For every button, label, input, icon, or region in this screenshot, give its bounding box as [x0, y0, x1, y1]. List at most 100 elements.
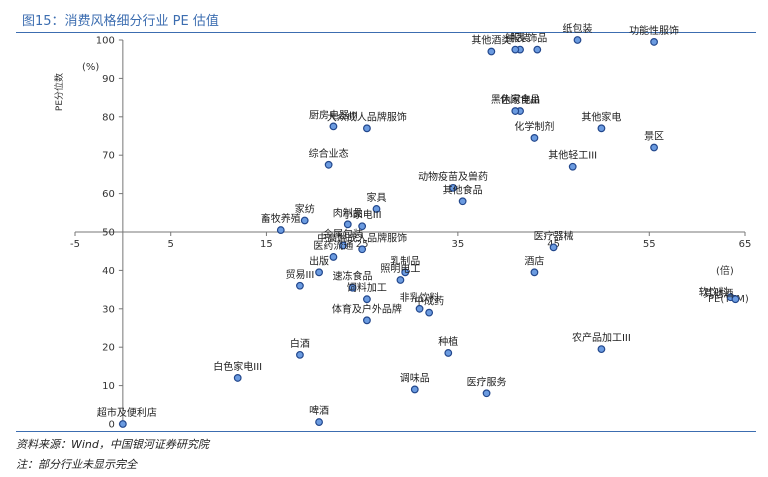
data-point [296, 350, 304, 359]
data-point-label: 非乳饮料 [400, 291, 440, 304]
y-tick-label: 100 [96, 36, 115, 47]
data-point [482, 389, 491, 398]
data-point [549, 243, 558, 252]
data-point-label: 动物疫苗及兽药 [418, 170, 488, 183]
data-point-label: 功能性服饰 [629, 24, 679, 37]
data-point [329, 253, 338, 261]
data-point-label: 家具 [367, 191, 387, 204]
data-point [118, 420, 127, 428]
data-point-label: 饲料加工 [347, 281, 387, 294]
data-point [339, 241, 347, 250]
data-point-label: 医疗服务 [467, 375, 507, 388]
x-tick-label: 35 [451, 239, 464, 250]
title-rule [16, 32, 756, 33]
data-point [343, 220, 352, 229]
y-axis-unit: (%) [82, 62, 99, 73]
data-point [568, 162, 577, 171]
data-point-label: 肉制品 [333, 206, 363, 219]
data-point-label: 畜牧养殖 [261, 212, 301, 225]
y-tick-label: 80 [102, 112, 115, 123]
data-point [449, 183, 457, 192]
data-point-label: 其他酒类 [471, 34, 511, 47]
x-tick-label: 65 [739, 239, 752, 250]
data-point-label: 景区 [644, 131, 664, 143]
data-point-label: 调味品 [400, 372, 430, 384]
data-point [372, 205, 381, 213]
data-point-label: 啤酒 [309, 405, 329, 417]
data-point [458, 197, 467, 206]
y-axis-label: PE分位数 [53, 73, 65, 111]
data-point-label: 其他酒 [703, 287, 733, 300]
data-point-label: 软饮料 [699, 285, 729, 298]
data-point [363, 316, 371, 325]
data-point-label: 服装 [510, 32, 530, 45]
x-axis-unit: (倍) [716, 264, 734, 277]
data-point [348, 283, 357, 292]
data-point [315, 418, 323, 426]
data-point-label: 体育及户外品牌 [332, 302, 402, 315]
data-point [511, 45, 520, 54]
data-point [233, 374, 242, 382]
data-point [650, 38, 658, 46]
source-note: 资料来源：Wind，中国银河证券研究院 [16, 438, 209, 451]
data-point-label: 休闲食品 [500, 93, 540, 106]
y-tick-label: 90 [102, 74, 115, 85]
data-point [650, 143, 658, 152]
data-point [358, 245, 367, 254]
data-point-label: 纸包装 [563, 22, 593, 35]
data-point-label: 医疗器械 [534, 229, 574, 242]
y-tick-label: 30 [102, 304, 115, 315]
point-group [118, 36, 740, 428]
data-point [573, 36, 582, 44]
y-tick-label: 0 [108, 420, 114, 431]
data-point [396, 276, 405, 284]
data-point-label: 照明电工 [380, 262, 420, 275]
x-tick-label: 55 [643, 239, 656, 250]
footnote: 注：部分行业未显示完全 [16, 458, 137, 471]
y-tick-label: 50 [102, 228, 115, 239]
data-point [487, 47, 496, 56]
data-point [363, 295, 371, 304]
data-point [530, 268, 539, 277]
data-point-label: 白酒 [290, 337, 310, 350]
data-point [530, 134, 539, 142]
data-point-label: 其他家电 [581, 110, 621, 123]
x-tick-label: 5 [168, 239, 174, 250]
data-point [597, 345, 606, 354]
data-point-label: 饰品 [527, 32, 547, 45]
data-point-label: 超市及便利店 [97, 406, 157, 419]
data-point [597, 124, 606, 133]
data-point-label: 酒店 [524, 254, 544, 267]
data-point-label: 小家电III [343, 208, 382, 221]
x-tick-group: -55152535455565 [70, 232, 751, 250]
data-point [315, 268, 323, 277]
data-point [296, 281, 304, 290]
data-point-label: 速冻食品 [333, 270, 373, 283]
data-point [363, 124, 371, 133]
footer-rule [16, 431, 756, 432]
data-point-label: 乳制品 [390, 254, 420, 267]
data-point [324, 160, 333, 169]
data-point-label: 金属包装 [323, 227, 363, 240]
data-point-label: 黑色家电III [491, 93, 540, 106]
data-point [731, 295, 740, 304]
x-tick-label: 15 [260, 239, 273, 250]
data-point-label: 其他食品 [443, 183, 483, 196]
data-point-label: 厨房电器III [309, 108, 358, 121]
data-point-label: 其他轻工III [548, 149, 597, 162]
y-tick-label: 20 [102, 343, 115, 354]
data-point [533, 45, 542, 54]
data-point-label: 白色家电III [213, 360, 262, 373]
y-tick-label: 60 [102, 189, 115, 200]
data-point [300, 216, 309, 225]
data-point [329, 122, 338, 131]
data-point [358, 222, 367, 231]
data-point-label: 种植 [438, 335, 458, 348]
x-tick-label: -5 [70, 239, 80, 250]
data-point [410, 385, 419, 394]
data-point [511, 107, 520, 115]
data-point [401, 268, 410, 277]
figure-title: 图15：消费风格细分行业 PE 估值 [22, 14, 219, 29]
